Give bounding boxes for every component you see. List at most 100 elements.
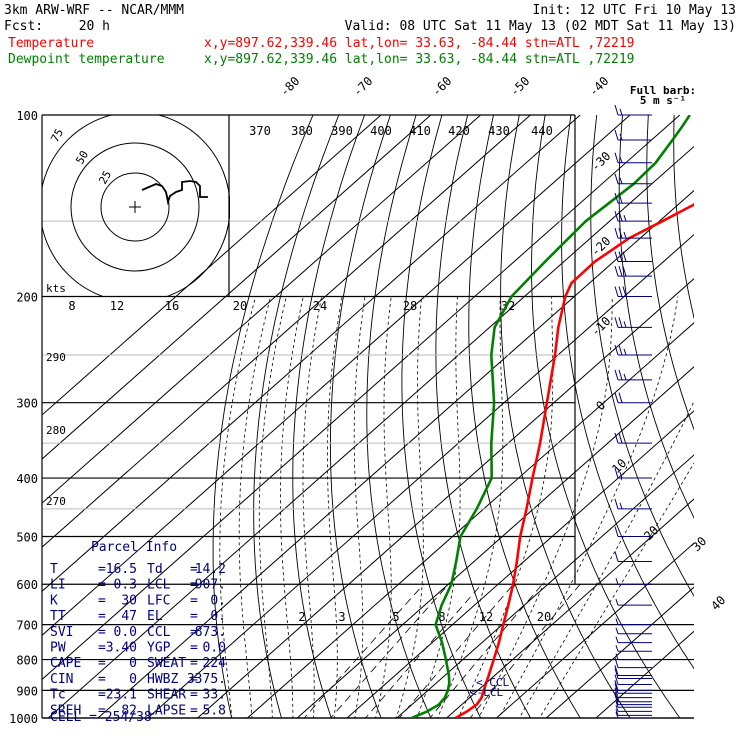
moist-adiabat	[302, 296, 323, 718]
parcel-cell: CELL = 254/38	[50, 710, 152, 725]
parcel-key: CAPE	[50, 656, 81, 671]
wind-barb	[615, 705, 652, 712]
barb-half	[615, 578, 619, 585]
barb-half	[615, 627, 619, 634]
mixing-ratio-label: 5	[392, 610, 399, 624]
theta-label: 440	[531, 124, 553, 138]
isotherm	[42, 115, 681, 681]
speed-tick-label: 20	[233, 299, 247, 313]
mixing-ratio-label: 2	[298, 610, 305, 624]
parcel-info-box: Parcel Info T = 16.5 Td =14.2LI = 0.3 LCL =907.K…	[50, 540, 226, 725]
hodograph-ring-label: 75	[48, 127, 66, 145]
parcel-info-row: CIN = 0 HWBZ =3375.	[50, 672, 226, 687]
barb-flag	[614, 104, 619, 116]
isobars	[41, 114, 694, 719]
wind-barb	[614, 251, 652, 263]
barb-half	[623, 231, 627, 239]
pressure-tick-label: 300	[16, 397, 38, 411]
wind-barb	[615, 636, 652, 644]
parcel-key: LAPSE	[147, 703, 186, 718]
lcl-marker: <-LCL	[470, 686, 503, 699]
isotherm	[197, 278, 694, 718]
barb-flag	[614, 694, 619, 705]
barb-half	[623, 321, 627, 328]
barb-flag	[614, 526, 619, 537]
parcel-info-row: CAPE = 0 SWEAT = 224	[50, 656, 226, 671]
barb-flag	[614, 392, 619, 403]
wind-barb	[615, 709, 652, 716]
mixing-ratio-line	[469, 583, 581, 718]
dry-adiabat	[366, 115, 432, 718]
barb-flag	[614, 227, 619, 239]
dry-adiabat	[531, 115, 681, 718]
barb-flag	[618, 369, 623, 381]
parcel-key: CCL	[147, 625, 171, 640]
mixing-ratio-label: 3	[338, 610, 345, 624]
barb-flag	[614, 265, 619, 277]
wind-barb	[614, 687, 652, 699]
parcel-value: 82	[121, 703, 137, 718]
mixing-ratio-line	[330, 583, 449, 718]
parcel-eq: =	[190, 562, 198, 577]
barb-flag	[614, 467, 619, 479]
barb-half	[615, 711, 619, 719]
parcel-info-row: K = 30 LFC = 0.	[50, 593, 226, 608]
wind-barb	[614, 551, 652, 562]
dry-adiabat	[561, 115, 694, 670]
barb-half	[615, 645, 619, 652]
dry-adiabat	[700, 115, 740, 731]
isotherm-label: 40	[708, 593, 728, 613]
parcel-eq: =	[190, 641, 198, 656]
pressure-tick-label: 500	[16, 530, 38, 544]
mixing-ratio-label: 20	[537, 610, 551, 624]
wind-barb	[614, 192, 652, 204]
theta-labels: 370 380 390 400 410 420 430 440 2 3 5 8 12 20 290 280 27…	[46, 124, 553, 624]
isotherm-label: 30	[689, 534, 709, 554]
barb-flag	[618, 432, 623, 444]
dry-adiabat	[292, 115, 366, 718]
pressure-tick-label: 400	[16, 472, 38, 486]
wind-barb	[614, 694, 652, 706]
dry-adiabat	[435, 115, 532, 718]
dry-adiabat	[253, 115, 340, 718]
parcel-value: 5.8	[203, 703, 226, 718]
parcel-key: K	[50, 593, 58, 608]
mixing-ratio-line	[429, 583, 543, 718]
barb-flag	[614, 344, 619, 356]
moist-adiabat	[478, 296, 613, 718]
valid-time: Valid: 08 UTC Sat 11 May 13 (02 MDT Sat …	[345, 19, 736, 34]
moist-adiabat	[539, 462, 694, 718]
moist-adiabat	[280, 296, 304, 718]
parcel-eq: =	[98, 593, 106, 608]
parcel-value: 907.	[195, 578, 226, 593]
parcel-value: 873.	[195, 625, 226, 640]
barb-flag	[622, 286, 627, 297]
dry-adiabat	[646, 115, 694, 431]
wind-barb	[614, 286, 652, 298]
init-time: Init: 12 UTC Fri 10 May 13	[533, 3, 737, 18]
speed-tick-label: 28	[403, 299, 417, 313]
moist-adiabat	[518, 400, 694, 718]
parcel-eq: =	[190, 578, 198, 593]
dry-adiabat	[500, 115, 631, 718]
pressure-labels: 100 200 300 400 500 600 700 800 900 1000	[9, 109, 38, 726]
barb-flag	[614, 369, 619, 381]
hodograph-ring	[100, 172, 170, 242]
parcel-value: 0.0	[203, 641, 226, 656]
isotherm	[346, 410, 694, 718]
moist-adiabat	[457, 296, 554, 718]
parcel-eq: =	[190, 703, 198, 718]
barb-flag	[618, 192, 623, 204]
parcel-value: 0.3	[114, 578, 137, 593]
pressure-tick-label: 1000	[9, 712, 38, 726]
pressure-tick-label: 600	[16, 578, 38, 592]
parcel-value: 0	[129, 672, 137, 687]
parcel-key: YGP	[147, 641, 171, 656]
barb-half	[615, 599, 619, 606]
barb-flag	[614, 687, 619, 698]
barb-flag	[614, 211, 619, 222]
isotherm	[147, 233, 694, 718]
wind-barb	[615, 618, 652, 626]
barb-flag	[622, 265, 627, 277]
